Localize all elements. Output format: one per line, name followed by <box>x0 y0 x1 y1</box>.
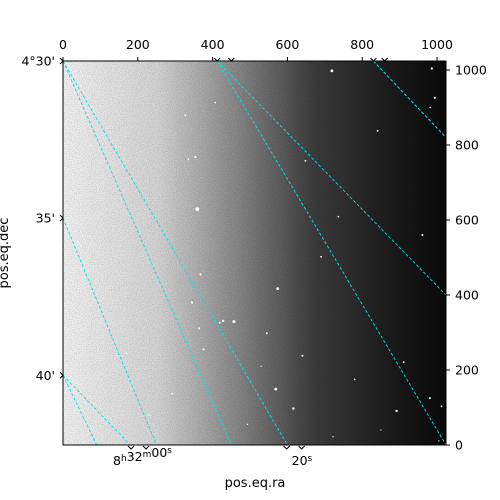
image-noise <box>63 61 446 445</box>
wcs-grid-line-2 <box>63 375 98 445</box>
star-38 <box>380 429 382 431</box>
star-39 <box>260 365 262 367</box>
ra-tick-mark-1-0 <box>283 445 291 450</box>
world-tick-top-b <box>227 57 235 62</box>
star-26 <box>428 397 431 400</box>
star-0 <box>330 69 334 73</box>
star-29 <box>440 405 443 408</box>
dec-tick-mark-2 <box>59 371 64 379</box>
star-23 <box>301 354 304 357</box>
dec-tick-label-0: 4°30' <box>21 54 55 69</box>
top-tick-label-1000: 1000 <box>421 37 453 52</box>
ra-tick-mark-0-0 <box>127 445 135 450</box>
world-tick-top-a <box>213 57 221 62</box>
dec-tick-mark-1 <box>59 214 64 222</box>
star-3 <box>429 106 432 109</box>
star-31 <box>353 378 356 381</box>
star-2 <box>433 96 436 99</box>
world-axis-ticks: 8h32m00s 20s 4°30' 35' 40' <box>21 54 389 468</box>
star-35 <box>246 423 249 426</box>
image-area <box>63 61 446 445</box>
wcs-grid-line-5 <box>63 61 288 445</box>
right-tick-label-0: 0 <box>455 438 463 453</box>
star-20 <box>198 327 201 330</box>
star-19 <box>218 321 221 324</box>
star-25 <box>274 387 278 391</box>
star-9 <box>187 158 190 161</box>
star-33 <box>148 414 150 416</box>
star-24 <box>402 361 405 363</box>
star-34 <box>105 428 107 430</box>
star-14 <box>199 273 202 276</box>
star-22 <box>202 348 205 351</box>
x-axis-label: pos.eq.ra <box>225 476 286 491</box>
dec-tick-label-1: 35' <box>36 211 55 226</box>
star-1 <box>430 67 433 70</box>
star-7 <box>304 159 307 162</box>
dec-tick-mark-0 <box>59 57 64 65</box>
star-17 <box>232 320 236 324</box>
star-12 <box>421 234 424 236</box>
top-tick-label-400: 400 <box>201 37 225 52</box>
star-27 <box>292 407 295 410</box>
wcs-grid-line-6 <box>216 61 446 445</box>
ra-tick-label-0: 8h32m00s <box>113 445 172 468</box>
dec-tick-label-2: 40' <box>36 368 55 383</box>
star-8 <box>194 155 197 159</box>
y-axis-label: pos.eq.dec <box>0 218 12 289</box>
right-tick-label-600: 600 <box>455 213 479 228</box>
star-13 <box>320 255 322 258</box>
right-tick-label-400: 400 <box>455 288 479 303</box>
pixel-axis-ticks: 0 200 400 600 800 1000 0 200 400 600 800 1000 <box>59 37 487 453</box>
star-18 <box>221 319 225 323</box>
star-16 <box>190 301 194 304</box>
star-36 <box>332 436 334 438</box>
star-10 <box>195 207 200 212</box>
top-tick-label-800: 800 <box>350 37 374 52</box>
world-tick-top-c <box>370 57 377 62</box>
star-32 <box>125 352 128 355</box>
wcs-grid-line-7 <box>373 61 446 138</box>
star-21 <box>265 332 268 335</box>
right-tick-label-800: 800 <box>455 138 479 153</box>
star-6 <box>214 101 216 104</box>
wcs-grid-line-3 <box>216 61 446 296</box>
wcs-grid-line-1 <box>63 217 157 445</box>
star-5 <box>184 114 187 117</box>
star-11 <box>337 215 340 218</box>
star-28 <box>395 409 398 413</box>
right-tick-label-200: 200 <box>455 363 479 378</box>
ra-tick-label-1: 20s <box>292 453 313 468</box>
top-tick-label-200: 200 <box>126 37 150 52</box>
top-tick-label-0: 0 <box>59 37 67 52</box>
stars-layer <box>105 67 443 442</box>
top-tick-label-600: 600 <box>275 37 299 52</box>
ra-tick-mark-1-1 <box>298 445 305 450</box>
star-4 <box>376 129 379 132</box>
right-tick-label-1000: 1000 <box>455 63 487 78</box>
plot-frame <box>62 60 447 446</box>
ra-tick-mark-0-1 <box>142 445 150 450</box>
wcs-grid <box>63 61 446 445</box>
star-15 <box>276 287 280 290</box>
world-tick-top-d <box>381 57 389 62</box>
wcs-grid-line-8 <box>63 374 131 445</box>
star-30 <box>171 392 173 395</box>
star-37 <box>438 440 440 442</box>
